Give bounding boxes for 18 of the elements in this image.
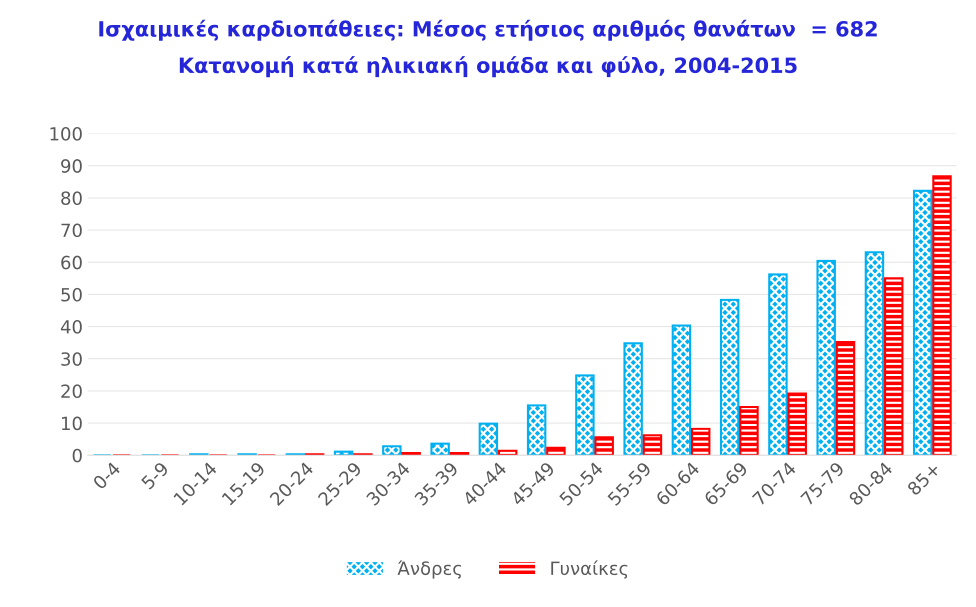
y-tick-label: 20 bbox=[61, 384, 82, 398]
y-tick-label: 10 bbox=[62, 416, 82, 430]
x-tick-label: 85+ bbox=[906, 462, 941, 496]
x-tick-label: 5-9 bbox=[140, 461, 170, 490]
legend-label: Γυναίκες bbox=[551, 560, 628, 579]
y-tick-label: 80 bbox=[61, 191, 82, 205]
y-tick-label: 40 bbox=[60, 320, 82, 334]
y-tick-label: 50 bbox=[61, 288, 82, 302]
x-tick-label: 0-4 bbox=[92, 461, 122, 490]
y-tick-label: 60 bbox=[61, 256, 82, 270]
chart-subtitle: Κατανομή κατά ηλικιακή ομάδα και φύλο, 2004-2015 bbox=[180, 56, 797, 78]
y-tick-label: 30 bbox=[61, 352, 82, 366]
y-tick-label: 90 bbox=[61, 159, 82, 173]
chart-title: Ισχαιμικές καρδιοπάθειες: Μέσος ετήσιος αριθμός θανάτων = 682 bbox=[99, 20, 877, 41]
y-tick-label: 0 bbox=[72, 448, 82, 462]
y-tick-label: 100 bbox=[50, 127, 82, 141]
legend-label: Άνδρες bbox=[398, 560, 462, 579]
y-tick-label: 70 bbox=[61, 224, 82, 238]
